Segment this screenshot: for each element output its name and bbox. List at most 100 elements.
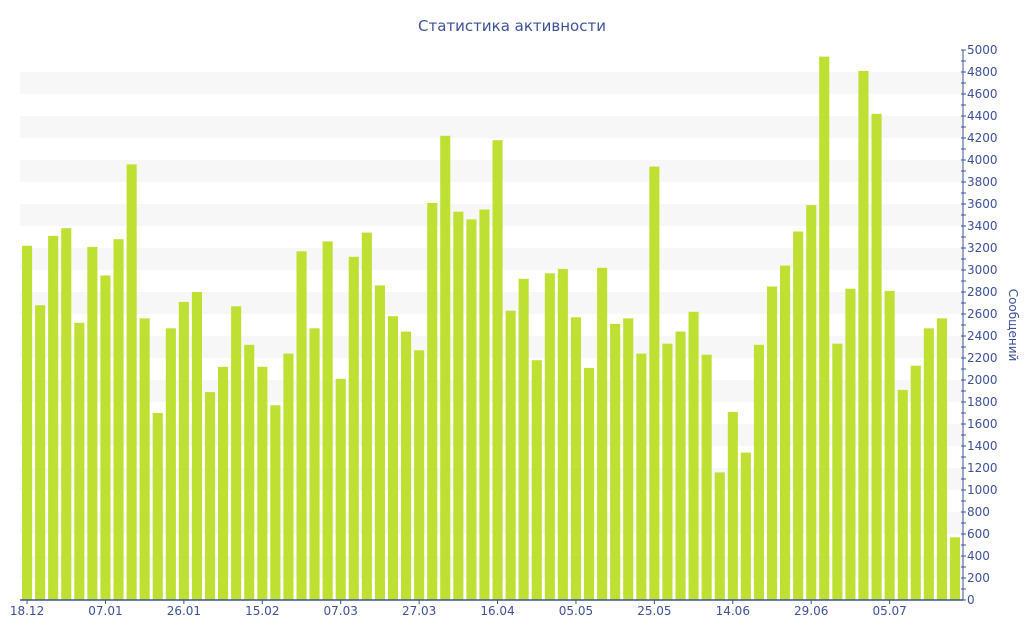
bar (191, 292, 202, 600)
bar (649, 166, 660, 600)
y-tick-label: 4600 (967, 87, 998, 101)
bar (257, 366, 268, 600)
bar (531, 360, 542, 600)
grid-band (20, 204, 963, 226)
grid-band (20, 72, 963, 94)
x-tick-label: 27.03 (402, 604, 436, 618)
y-tick-label: 0 (967, 593, 975, 607)
bar (479, 209, 490, 600)
y-tick-label: 4000 (967, 153, 998, 167)
bar (923, 328, 934, 600)
bar (819, 56, 830, 601)
grid-band (20, 512, 963, 534)
bar (401, 331, 412, 600)
grid-band (20, 556, 963, 578)
bar (858, 70, 869, 600)
y-tick-label: 4200 (967, 131, 998, 145)
bar (374, 285, 385, 600)
bar (126, 164, 137, 600)
bar (492, 140, 503, 600)
y-tick-label: 5000 (967, 43, 998, 57)
y-tick-label: 1600 (967, 417, 998, 431)
y-tick-label: 3400 (967, 219, 998, 233)
chart-title: Статистика активности (418, 17, 606, 35)
bar (440, 135, 451, 601)
x-tick-label: 29.06 (794, 604, 828, 618)
bar (270, 405, 281, 600)
bar (244, 344, 255, 600)
grid-band (20, 468, 963, 490)
bar (570, 317, 581, 600)
bar (610, 323, 621, 600)
bar (48, 235, 59, 600)
y-tick-label: 1000 (967, 483, 998, 497)
grid-band (20, 424, 963, 446)
bar (767, 286, 778, 600)
bar (348, 256, 359, 600)
bar (780, 265, 791, 600)
bar (806, 205, 817, 600)
bar (518, 278, 529, 600)
bar (322, 241, 333, 600)
bar (727, 411, 738, 600)
bar (544, 273, 555, 600)
bar (675, 331, 686, 600)
bar (296, 251, 307, 601)
bar (178, 301, 189, 600)
grid-bands (20, 72, 963, 578)
y-tick-label: 600 (967, 527, 990, 541)
bar (701, 354, 712, 600)
bar (597, 267, 608, 600)
bar (165, 328, 176, 600)
bar (623, 318, 634, 600)
x-tick-label: 14.06 (716, 604, 750, 618)
bar (218, 366, 229, 600)
y-tick-label: 3200 (967, 241, 998, 255)
grid-band (20, 336, 963, 358)
bar (309, 328, 320, 600)
y-tick-label: 400 (967, 549, 990, 563)
bar (884, 290, 895, 600)
y-tick-label: 1200 (967, 461, 998, 475)
y-tick-label: 1400 (967, 439, 998, 453)
x-tick-label: 05.07 (872, 604, 906, 618)
bar (361, 232, 372, 600)
bars (22, 56, 960, 601)
bar (897, 389, 908, 600)
bar (35, 305, 46, 600)
y-tick-label: 2000 (967, 373, 998, 387)
bar (936, 318, 947, 600)
y-tick-label: 4800 (967, 65, 998, 79)
y-tick-label: 3600 (967, 197, 998, 211)
x-tick-label: 05.05 (559, 604, 593, 618)
bar (231, 306, 242, 600)
bar (557, 268, 568, 600)
bar (584, 367, 595, 600)
x-tick-label: 25.05 (637, 604, 671, 618)
grid-band (20, 160, 963, 182)
bar (61, 228, 72, 600)
bar (688, 311, 699, 600)
bar (832, 343, 843, 600)
y-tick-label: 3000 (967, 263, 998, 277)
x-tick-label: 15.02 (245, 604, 279, 618)
bar (74, 322, 85, 600)
bar (453, 211, 464, 600)
bar (845, 288, 856, 600)
grid-band (20, 380, 963, 402)
bar (505, 310, 516, 600)
bar (283, 353, 294, 600)
bar (22, 245, 33, 601)
y-tick-label: 1800 (967, 395, 998, 409)
x-tick-label: 07.01 (88, 604, 122, 618)
bar (871, 113, 882, 601)
y-tick-label: 2400 (967, 329, 998, 343)
y-tick-label: 2200 (967, 351, 998, 365)
x-tick-label: 07.03 (324, 604, 358, 618)
bar (753, 344, 764, 600)
y-tick-label: 200 (967, 571, 990, 585)
bar (335, 378, 346, 600)
x-tick-label: 26.01 (167, 604, 201, 618)
x-axis: 18.12 07.01 26.01 15.02 07.03 27.03 16.04 05.05… (10, 599, 963, 618)
